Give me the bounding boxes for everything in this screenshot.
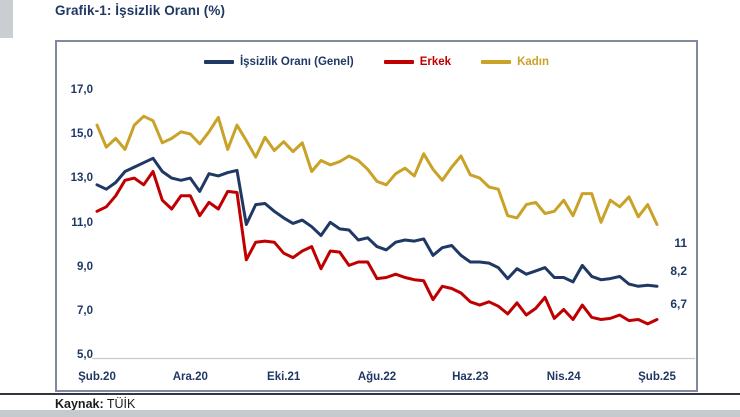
legend-label: İşsizlik Oranı (Genel): [239, 56, 354, 68]
x-axis-tick-label: Şub.20: [78, 371, 116, 383]
series-end-label: 6,7: [670, 297, 687, 312]
x-axis-tick-label: Ara.20: [172, 371, 208, 383]
edge-artifact-top-left: [0, 0, 13, 38]
edge-artifact-bottom: [0, 410, 740, 417]
y-axis-tick-label: 5,0: [77, 349, 93, 361]
y-axis-tick-label: 13,0: [70, 172, 93, 185]
series-line-1: [95, 156, 659, 288]
separator-line: [0, 393, 740, 395]
series-end-label: 11: [674, 235, 687, 250]
source-label: Kaynak:: [55, 397, 104, 411]
x-axis-tick-label: Eki.21: [267, 371, 301, 383]
legend-label: Erkek: [419, 56, 452, 68]
y-axis-tick-label: 9,0: [77, 260, 93, 273]
y-axis-tick-label: 11,0: [71, 216, 93, 229]
legend-item: İşsizlik Oranı (Genel): [203, 56, 354, 68]
source-value: TÜİK: [106, 397, 136, 411]
series-end-label: 8,2: [670, 264, 687, 279]
y-axis-tick-label: 17,0: [70, 84, 93, 96]
chart-container: İşsizlik Oranı (Genel) Erkek Kadın 17,0 15,…: [55, 40, 698, 392]
legend-line-icon: [203, 60, 234, 64]
legend-item: Kadın: [481, 56, 549, 68]
legend-label: Kadın: [517, 56, 550, 68]
legend-line-icon: [481, 60, 512, 64]
chart-legend: İşsizlik Oranı (Genel) Erkek Kadın: [57, 53, 696, 71]
legend-item: Erkek: [383, 56, 452, 68]
x-axis-tick-label: Şub.25: [638, 371, 676, 383]
x-axis-tick-label: Haz.23: [452, 371, 489, 383]
legend-line-icon: [383, 60, 414, 64]
x-axis-tick-label: Ağu.22: [357, 371, 397, 383]
y-axis-tick-label: 15,0: [70, 128, 93, 141]
series-line-3: [95, 114, 659, 226]
series-line-2: [95, 170, 659, 326]
line-plot: [92, 114, 695, 360]
source-note: Kaynak: TÜİK: [55, 397, 135, 411]
y-axis-tick-label: 7,0: [77, 304, 93, 317]
chart-title: Grafik-1: İşsizlik Oranı (%): [55, 3, 226, 18]
x-axis-tick-label: Nis.24: [546, 371, 581, 383]
